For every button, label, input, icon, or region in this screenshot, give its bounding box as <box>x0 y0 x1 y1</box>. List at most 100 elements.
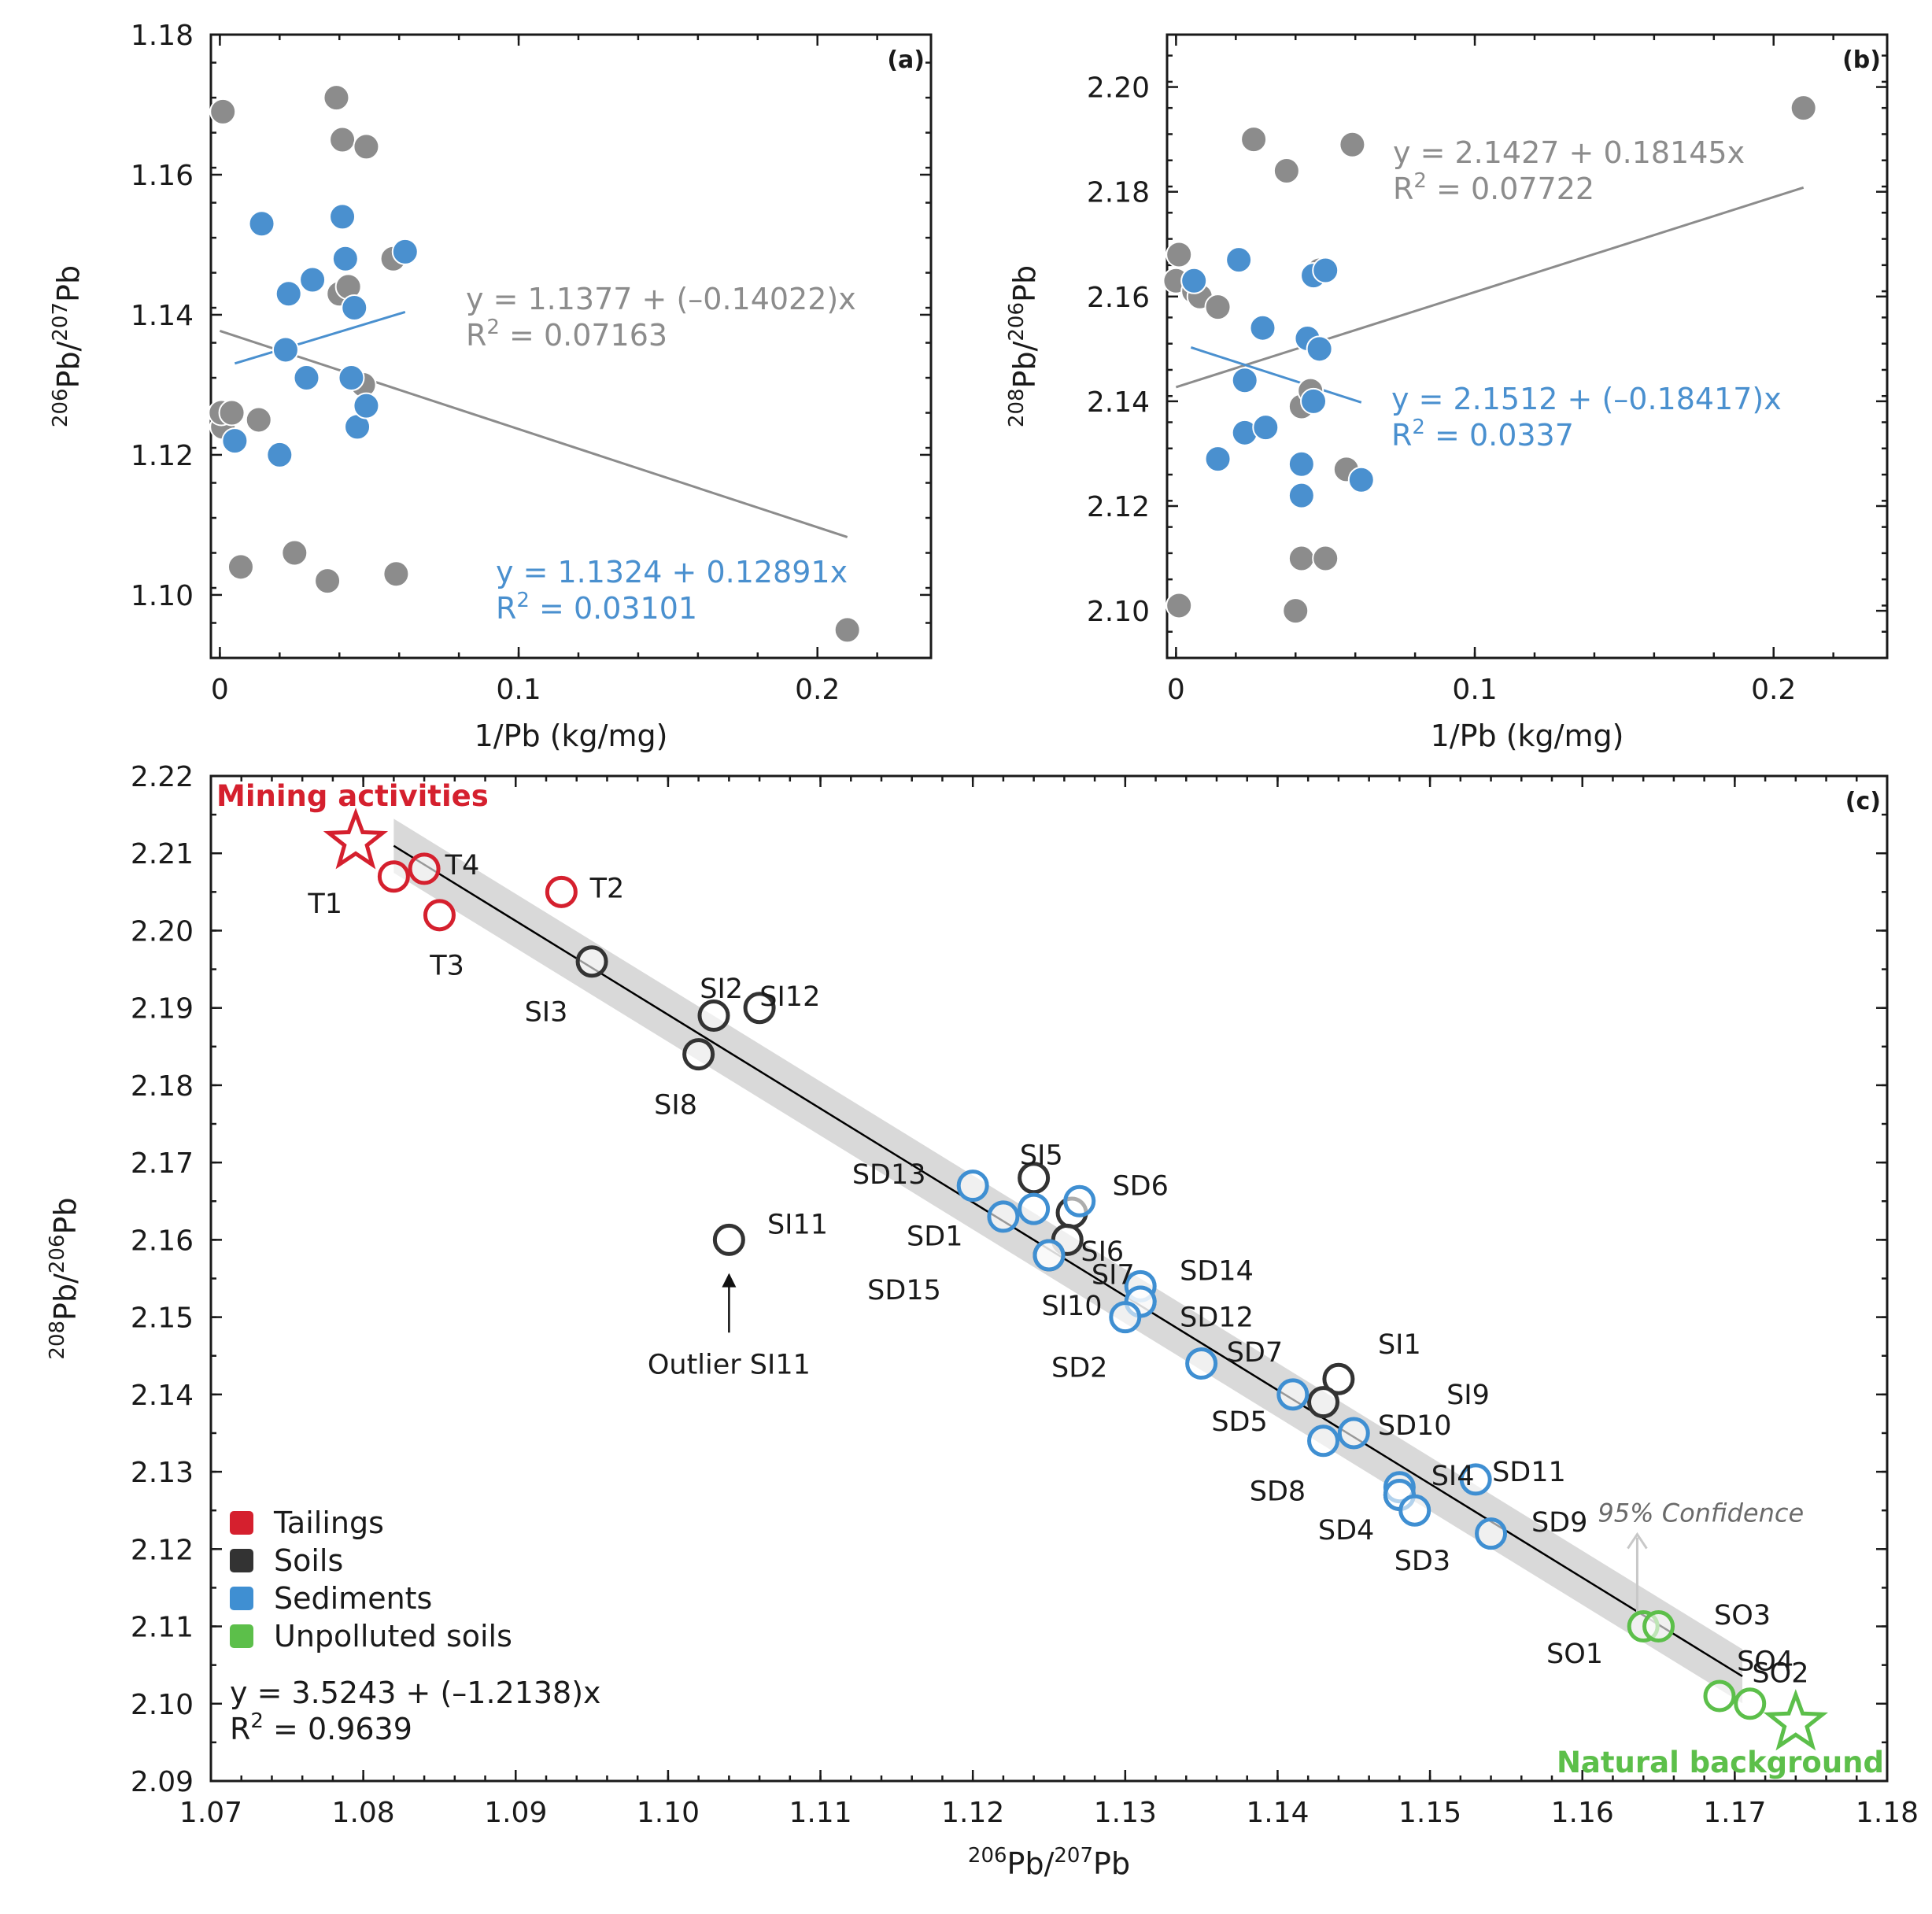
unpolluted-soils-point <box>1703 1679 1736 1713</box>
point-label: SI12 <box>759 981 820 1013</box>
panel-c: 1.07 1.08 1.09 1.10 1.11 1.12 1.13 1.14 1.15 1.16… <box>46 761 1919 1881</box>
y-axis-title: 208Pb/206Pb <box>1005 265 1042 427</box>
confidence-arrow-head <box>1627 1532 1648 1550</box>
y-tick-label: 2.20 <box>131 915 194 948</box>
blue-point <box>338 364 365 392</box>
x-tick-label: 1.08 <box>332 1797 395 1829</box>
y-axis-title-part: 207 <box>49 302 72 342</box>
legend-label: Unpolluted soils <box>274 1619 512 1654</box>
point-label: SD10 <box>1378 1410 1452 1442</box>
y-tick-label: 2.22 <box>131 761 194 793</box>
x-tick-label: 1.15 <box>1398 1797 1461 1829</box>
sediments-point <box>1459 1463 1492 1496</box>
blue-point <box>1312 257 1339 284</box>
outlier-label: Outlier SI11 <box>648 1349 811 1380</box>
blue-point <box>1225 246 1253 274</box>
gray-point <box>1165 592 1193 619</box>
point-label: SD3 <box>1395 1546 1450 1577</box>
point-label: SO2 <box>1752 1657 1808 1689</box>
soils-point <box>1018 1162 1051 1195</box>
gray-point <box>323 84 350 112</box>
y-tick-label: 2.14 <box>1087 386 1150 419</box>
x-tick-label: 1.10 <box>637 1797 700 1829</box>
x-tick-label: 1.07 <box>179 1797 242 1829</box>
blue-point <box>293 364 320 392</box>
gray-fit-r2-part: = 0.07722 <box>1427 172 1594 206</box>
natural-source-label: Natural background <box>1557 1746 1884 1779</box>
x-tick-label: 0 <box>211 674 229 706</box>
y-tick-label: 2.12 <box>131 1534 194 1566</box>
legend-swatch <box>230 1511 253 1535</box>
x-axis-title-part: 206 <box>968 1844 1007 1868</box>
blue-point <box>1249 314 1276 342</box>
point-label: SD11 <box>1492 1457 1566 1488</box>
gray-point <box>1287 545 1315 572</box>
legend-swatch <box>230 1549 253 1572</box>
gray-point <box>1165 241 1193 268</box>
y-tick-label: 2.21 <box>131 838 194 870</box>
plot-frame <box>1165 33 1889 660</box>
gray-point <box>1240 126 1268 153</box>
regression-line <box>393 844 1743 1677</box>
sediments-point <box>1276 1378 1310 1411</box>
y-axis-title-part: Pb <box>1007 265 1042 302</box>
point-label: T1 <box>307 889 342 920</box>
y-tick-label: 2.15 <box>131 1302 194 1335</box>
soils-point <box>697 999 730 1033</box>
y-axis-title-part: Pb <box>51 265 86 302</box>
point-label: SI8 <box>654 1089 697 1121</box>
point-label: SI1 <box>1378 1329 1421 1361</box>
gray-point <box>245 406 272 434</box>
point-label: SD12 <box>1180 1302 1254 1334</box>
y-axis-title: 208Pb/206Pb <box>46 1197 83 1359</box>
y-axis-title-part: Pb/ <box>48 1273 83 1321</box>
tailings-point <box>377 860 410 893</box>
gray-point <box>353 133 380 161</box>
legend-label: Sediments <box>274 1581 432 1616</box>
blue-point <box>272 336 299 364</box>
tailings-point <box>408 852 441 885</box>
x-tick-label: 1.16 <box>1551 1797 1614 1829</box>
y-tick-label: 2.17 <box>131 1147 194 1180</box>
blue-fit-equation: y = 2.1512 + (–0.18417)x <box>1391 382 1782 416</box>
sediments-point <box>956 1169 989 1203</box>
soils-point <box>575 945 608 978</box>
x-tick-label: 0 <box>1167 674 1185 706</box>
y-tick-label: 2.16 <box>131 1225 194 1257</box>
gray-fit-line <box>219 329 848 538</box>
point-label: T3 <box>429 951 464 982</box>
y-tick-label: 2.09 <box>131 1766 194 1798</box>
y-axis-title-part: 206 <box>1005 302 1029 342</box>
y-tick-label: 1.18 <box>131 20 194 52</box>
x-tick-label: 1.14 <box>1246 1797 1309 1829</box>
sediments-point <box>1109 1301 1142 1334</box>
x-tick-label: 1.18 <box>1856 1797 1919 1829</box>
blue-point <box>353 392 380 419</box>
y-tick-label: 2.19 <box>131 993 194 1025</box>
x-axis-title: 1/Pb (kg/mg) <box>475 719 668 753</box>
sediments-point <box>1032 1239 1066 1272</box>
y-tick-label: 1.16 <box>131 160 194 192</box>
gray-point <box>1282 597 1310 625</box>
blue-point <box>275 280 302 308</box>
legend-label: Soils <box>274 1543 343 1578</box>
panel-tag: (c) <box>1845 788 1881 815</box>
sediments-point <box>1185 1347 1218 1380</box>
y-tick-label: 2.18 <box>1087 177 1150 209</box>
blue-point <box>1204 445 1232 473</box>
gray-point <box>1790 94 1817 122</box>
y-tick-label: 1.14 <box>131 300 194 332</box>
blue-fit-r2-part: 2 <box>1412 416 1425 439</box>
point-label: SI5 <box>1020 1140 1063 1171</box>
x-tick-label: 0.1 <box>1452 674 1497 706</box>
sediments-point <box>1337 1417 1370 1450</box>
unpolluted-soils-point <box>1642 1610 1675 1643</box>
soils-point <box>712 1223 745 1256</box>
point-label: T4 <box>445 850 480 881</box>
panel-tag: (b) <box>1842 46 1881 74</box>
point-label: SI6 <box>1081 1236 1124 1268</box>
tailings-point <box>545 875 578 908</box>
confidence-label: 95% Confidence <box>1598 1498 1804 1528</box>
y-tick-label: 2.20 <box>1087 72 1150 105</box>
point-label: SI9 <box>1446 1380 1490 1411</box>
